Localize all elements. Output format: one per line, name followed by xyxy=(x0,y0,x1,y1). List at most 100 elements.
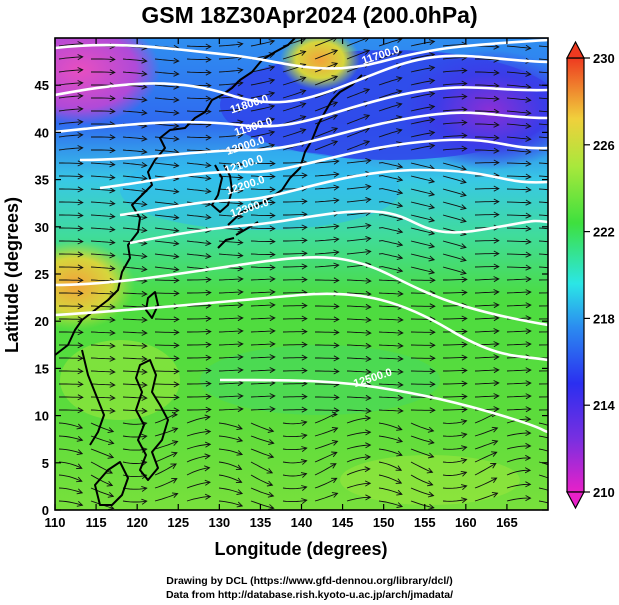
streamline xyxy=(410,253,435,261)
streamline xyxy=(154,427,178,437)
lon-tick-label: 155 xyxy=(414,515,436,530)
streamline xyxy=(474,477,497,489)
streamline-arrowhead xyxy=(461,132,468,139)
streamline xyxy=(154,71,179,75)
streamline-arrowhead xyxy=(558,329,563,334)
streamline-arrowhead xyxy=(525,302,532,309)
streamline-arrowhead xyxy=(109,213,116,220)
streamline-arrowhead xyxy=(77,277,84,284)
streamline-arrowhead xyxy=(269,393,276,400)
streamline-arrowhead xyxy=(267,427,275,433)
streamline xyxy=(250,105,275,112)
streamline-arrowhead xyxy=(333,277,340,284)
streamline xyxy=(218,435,243,442)
streamline-arrowhead xyxy=(333,236,340,243)
streamline xyxy=(122,305,147,308)
streamline xyxy=(58,82,83,86)
streamline-arrowhead xyxy=(460,458,468,464)
streamline-arrowhead xyxy=(77,394,84,401)
streamline-arrowhead xyxy=(525,70,532,77)
streamline xyxy=(282,421,307,425)
streamline-arrowhead xyxy=(301,446,308,452)
streamline-arrowhead xyxy=(269,160,276,167)
cool-band xyxy=(120,150,400,230)
streamline-arrowhead xyxy=(236,436,244,443)
colorbar-max-arrow xyxy=(566,40,585,59)
streamline xyxy=(378,448,403,456)
lon-tick-label: 135 xyxy=(250,515,272,530)
streamline xyxy=(250,92,275,99)
streamline xyxy=(378,162,403,168)
streamline-arrowhead xyxy=(429,381,436,388)
streamline-arrowhead xyxy=(525,135,532,142)
streamline-arrowhead xyxy=(397,355,404,362)
streamline xyxy=(315,344,339,346)
contour-12200 xyxy=(119,168,548,217)
streamline xyxy=(314,251,339,255)
streamline xyxy=(250,330,275,333)
streamline xyxy=(314,140,338,151)
colorbar-min-arrow xyxy=(566,491,585,510)
streamline-arrowhead xyxy=(428,503,435,510)
streamline-arrowhead xyxy=(363,114,371,120)
streamline-arrowhead xyxy=(555,466,561,471)
streamline xyxy=(314,492,338,502)
streamline-arrowhead xyxy=(77,355,84,362)
streamline xyxy=(506,395,531,398)
streamline xyxy=(315,331,339,333)
colorbar-tick-label: 230 xyxy=(593,51,615,66)
streamline-arrowhead xyxy=(461,354,468,361)
streamline xyxy=(314,238,339,242)
streamline xyxy=(410,461,433,473)
streamline xyxy=(346,468,370,476)
streamline xyxy=(90,175,115,179)
streamline xyxy=(506,330,531,333)
streamline xyxy=(282,460,307,464)
streamline-arrowhead xyxy=(205,341,212,348)
streamline-arrowhead xyxy=(460,178,467,184)
streamline-arrowhead xyxy=(461,289,468,296)
streamline-arrowhead xyxy=(491,426,499,433)
streamline-arrowhead xyxy=(109,316,116,323)
streamline-arrowhead xyxy=(558,394,563,399)
streamline xyxy=(506,343,531,346)
streamline xyxy=(314,264,339,268)
streamline xyxy=(442,433,467,437)
streamline xyxy=(410,105,435,112)
streamline xyxy=(346,224,371,229)
streamline xyxy=(154,136,179,140)
streamline xyxy=(218,240,243,244)
streamline-arrowhead xyxy=(267,491,275,498)
streamline-arrowhead xyxy=(396,241,404,248)
streamline xyxy=(506,253,531,256)
streamline-arrowhead xyxy=(77,54,84,61)
streamline xyxy=(186,496,211,502)
streamline-arrowhead xyxy=(493,367,500,374)
streamline-arrowhead xyxy=(173,122,180,129)
streamline xyxy=(58,121,83,125)
streamline-arrowhead xyxy=(427,452,435,459)
streamline-arrowhead xyxy=(525,238,532,245)
streamline xyxy=(250,422,274,432)
streamline-arrowhead xyxy=(109,342,116,349)
streamline-arrowhead xyxy=(205,162,212,169)
streamline-arrowhead xyxy=(269,186,276,193)
streamline xyxy=(474,304,499,307)
lat-tick-label: 40 xyxy=(35,125,49,140)
streamline-arrowhead xyxy=(525,148,532,155)
streamline xyxy=(538,162,548,165)
streamline xyxy=(122,487,147,490)
streamline xyxy=(186,188,211,192)
streamline-arrowhead xyxy=(237,341,244,348)
streamline xyxy=(122,97,147,101)
streamline xyxy=(90,188,115,192)
lon-tick-label: 130 xyxy=(208,515,230,530)
streamline xyxy=(122,149,147,153)
lat-tick-label: 35 xyxy=(35,173,49,188)
streamline-arrowhead xyxy=(268,39,276,45)
streamline xyxy=(378,435,403,443)
streamline-arrowhead xyxy=(236,450,244,456)
streamline-arrowhead xyxy=(395,465,403,471)
streamline-arrowhead xyxy=(460,217,467,223)
streamline xyxy=(538,110,548,113)
